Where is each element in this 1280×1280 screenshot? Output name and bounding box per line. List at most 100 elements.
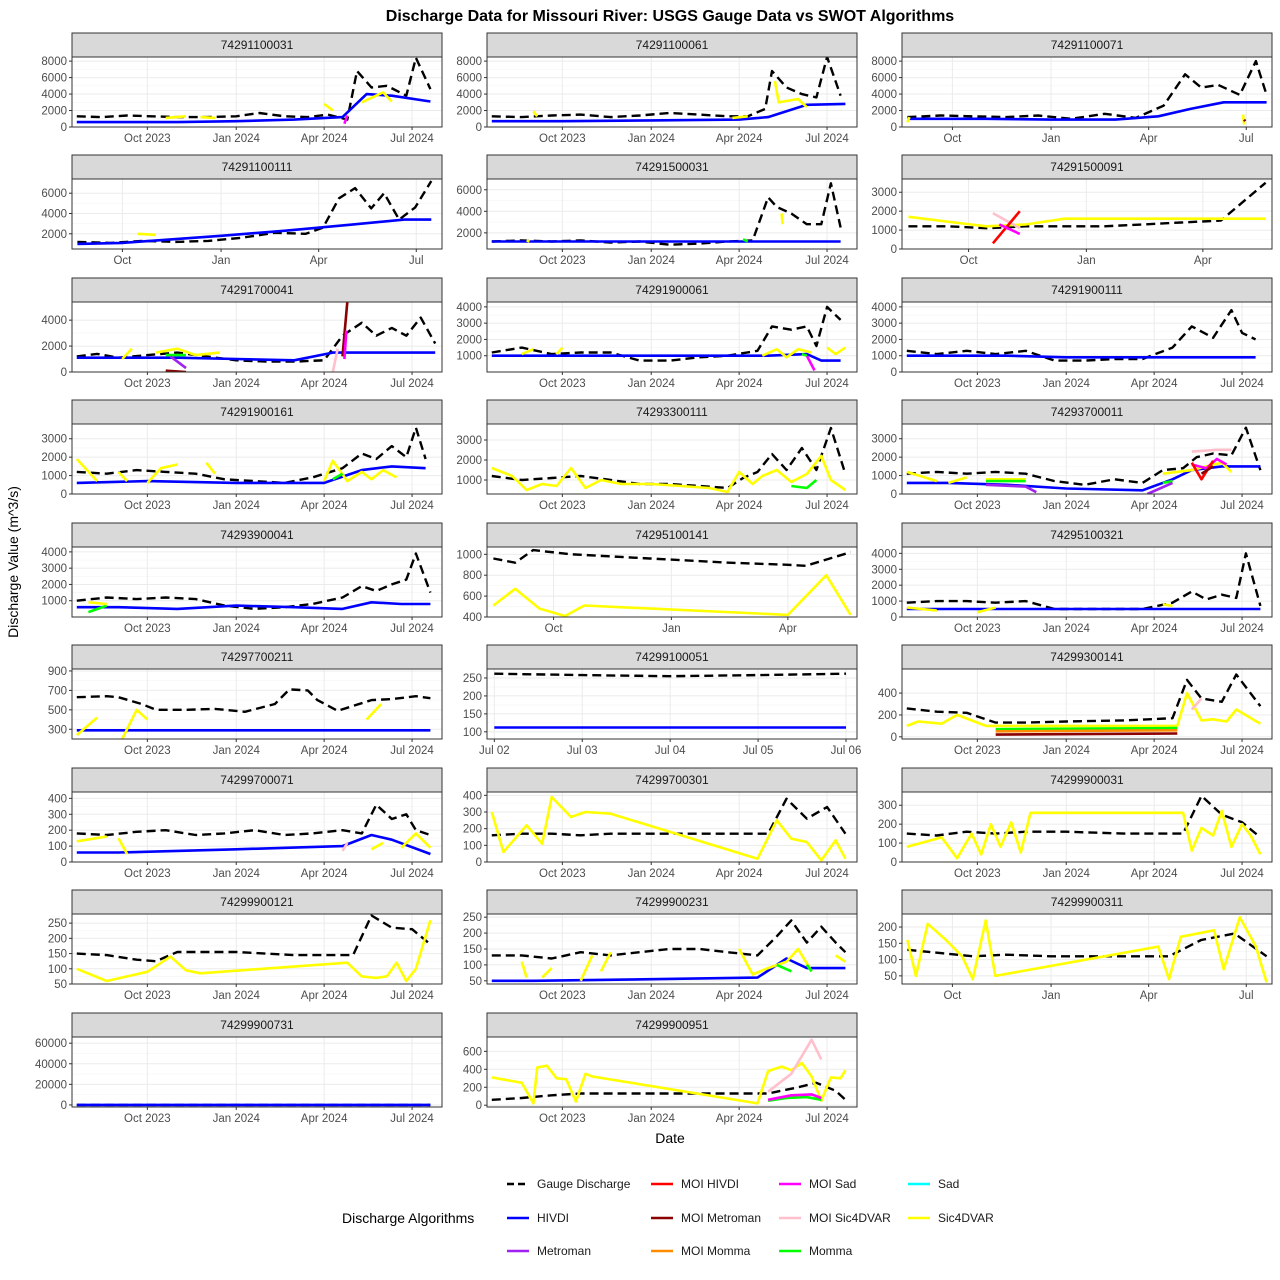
series-line-gauge-discharge xyxy=(76,316,437,363)
legend-label: MOI Momma xyxy=(681,1244,751,1258)
series-line-gauge-discharge xyxy=(77,180,433,245)
x-tick-label: Jan xyxy=(662,623,681,635)
panel: 74291900161 0 1000 2000 3000 Oct 2023 Jan 2024… xyxy=(41,399,443,512)
y-tick-label: 800 xyxy=(463,570,482,582)
gridlines xyxy=(902,179,1272,250)
panel: 74299900731 0 20000 40000 60000 Oct 2023 Jan 2… xyxy=(35,1012,443,1125)
x-tick-label: Jul 2024 xyxy=(1220,378,1264,390)
series-line-sic4dvar xyxy=(370,841,384,851)
x-tick-label: Jan 2024 xyxy=(213,500,261,512)
plot-border xyxy=(486,1036,858,1108)
series-group xyxy=(76,552,432,614)
plot-border xyxy=(486,301,858,373)
series-group xyxy=(75,426,427,485)
y-tick-label: 100 xyxy=(48,964,67,976)
series-line-moi-metroman xyxy=(995,732,1178,736)
x-tick-label: Jan 2024 xyxy=(628,868,676,880)
series-line-moi-sic4dvar xyxy=(767,1038,823,1093)
x-tick-label: Oct 2023 xyxy=(539,500,586,512)
legend-item: MOI Sad xyxy=(779,1177,856,1191)
series-line-sic4dvar xyxy=(906,809,1262,860)
x-tick-label: Jan 2024 xyxy=(213,1113,261,1125)
x-tick-label: Apr 2024 xyxy=(716,378,763,390)
series-line-moi-sic4dvar xyxy=(1190,697,1203,711)
x-tick-label: Apr 2024 xyxy=(716,255,763,267)
panel-strip-label: 74293300111 xyxy=(636,405,708,419)
x-tick-label: Oct 2023 xyxy=(124,990,171,1002)
plot-border xyxy=(71,1036,443,1108)
x-tick-label: Apr 2024 xyxy=(716,1113,763,1125)
x-tick-label: Jul 04 xyxy=(655,745,686,757)
y-tick-label: 2000 xyxy=(456,106,482,118)
series-line-hivdi xyxy=(77,218,432,246)
panel-strip-label: 74291700041 xyxy=(220,283,294,297)
plot-border xyxy=(486,56,858,128)
y-tick-label: 3000 xyxy=(871,318,897,330)
panel-strip-label: 74299300141 xyxy=(1050,650,1124,664)
plot-area xyxy=(72,1037,442,1107)
panel: 74299900231 50 100 150 200 250 Oct 2023 Jan 202… xyxy=(463,889,858,1002)
y-tick-label: 150 xyxy=(463,709,482,721)
plot-border xyxy=(71,668,443,740)
series-group xyxy=(491,305,847,372)
y-tick-label: 60000 xyxy=(35,1038,67,1050)
x-tick-label: Apr 2024 xyxy=(1131,623,1178,635)
y-tick-label: 0 xyxy=(476,122,482,134)
panel: 74291100061 0 2000 4000 6000 8000 Oct 2023 Jan … xyxy=(456,32,858,145)
plot-border xyxy=(486,423,858,495)
y-tick-label: 100 xyxy=(878,955,897,967)
y-tick-label: 300 xyxy=(878,800,897,812)
series-group xyxy=(490,795,847,862)
y-tick-label: 200 xyxy=(48,933,67,945)
series-group xyxy=(906,552,1262,614)
x-tick-label: Jan 2024 xyxy=(628,255,676,267)
plot-border xyxy=(901,668,1273,740)
x-tick-label: Jan 2024 xyxy=(628,1113,676,1125)
plot-border xyxy=(71,913,443,985)
x-tick-label: Oct 2023 xyxy=(954,378,1001,390)
y-tick-label: 200 xyxy=(463,691,482,703)
gridlines xyxy=(487,669,857,739)
plot-area xyxy=(72,179,442,249)
x-tick-label: Jul 03 xyxy=(567,745,598,757)
y-tick-label: 900 xyxy=(48,666,67,678)
panel-strip xyxy=(901,889,1273,915)
gridlines xyxy=(72,792,442,863)
series-line-sic4dvar xyxy=(906,116,911,123)
panel-strip-label: 74299700301 xyxy=(635,773,709,787)
series-line-momma xyxy=(742,238,749,243)
legend-item: MOI Metroman xyxy=(651,1211,761,1225)
y-tick-label: 150 xyxy=(48,949,67,961)
x-tick-label: Jul 02 xyxy=(479,745,510,757)
x-tick-label: Oct 2023 xyxy=(124,133,171,145)
plot-area xyxy=(487,792,857,862)
x-tick-label: Apr 2024 xyxy=(1131,745,1178,757)
y-tick-label: 400 xyxy=(463,1064,482,1076)
legend-label: MOI HIVDI xyxy=(681,1177,739,1191)
y-tick-label: 4000 xyxy=(456,89,482,101)
panel: 74291500031 2000 4000 6000 Oct 2023 Jan 2024 A… xyxy=(456,154,858,267)
panel-strip xyxy=(901,767,1273,793)
panel-strip xyxy=(486,32,858,58)
series-group xyxy=(76,914,432,983)
x-tick-label: Jan 2024 xyxy=(1043,745,1091,757)
y-tick-label: 2000 xyxy=(41,106,67,118)
y-tick-label: 0 xyxy=(891,489,897,501)
series-line-momma xyxy=(87,604,108,614)
series-line-sic4dvar xyxy=(322,459,398,483)
x-tick-label: Jul 2024 xyxy=(390,1113,434,1125)
series-line-moi-momma xyxy=(995,729,1178,733)
y-tick-label: 0 xyxy=(61,489,67,501)
y-tick-label: 100 xyxy=(463,727,482,739)
y-tick-label: 200 xyxy=(878,819,897,831)
series-line-sic4dvar xyxy=(977,606,997,614)
series-line-gauge-discharge xyxy=(493,548,851,567)
panel-strip-label: 74291500031 xyxy=(635,160,709,174)
x-tick-label: Apr 2024 xyxy=(1131,378,1178,390)
series-line-sic4dvar xyxy=(323,102,334,112)
y-tick-label: 400 xyxy=(48,793,67,805)
series-line-gauge-discharge xyxy=(906,308,1257,362)
series-line-momma xyxy=(805,964,813,973)
y-tick-label: 4000 xyxy=(456,206,482,218)
series-line-sic4dvar xyxy=(579,954,594,982)
